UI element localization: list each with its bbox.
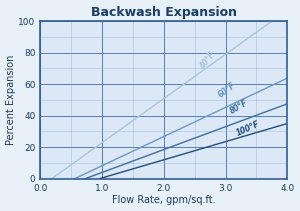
X-axis label: Flow Rate, gpm/sq.ft.: Flow Rate, gpm/sq.ft. <box>112 195 216 206</box>
Text: 80°F: 80°F <box>229 98 250 116</box>
Title: Backwash Expansion: Backwash Expansion <box>91 5 237 19</box>
Y-axis label: Percent Expansion: Percent Expansion <box>6 55 16 145</box>
Text: 60°F: 60°F <box>216 81 237 100</box>
Text: 100°F: 100°F <box>235 119 261 138</box>
Text: 40°F: 40°F <box>198 51 217 72</box>
